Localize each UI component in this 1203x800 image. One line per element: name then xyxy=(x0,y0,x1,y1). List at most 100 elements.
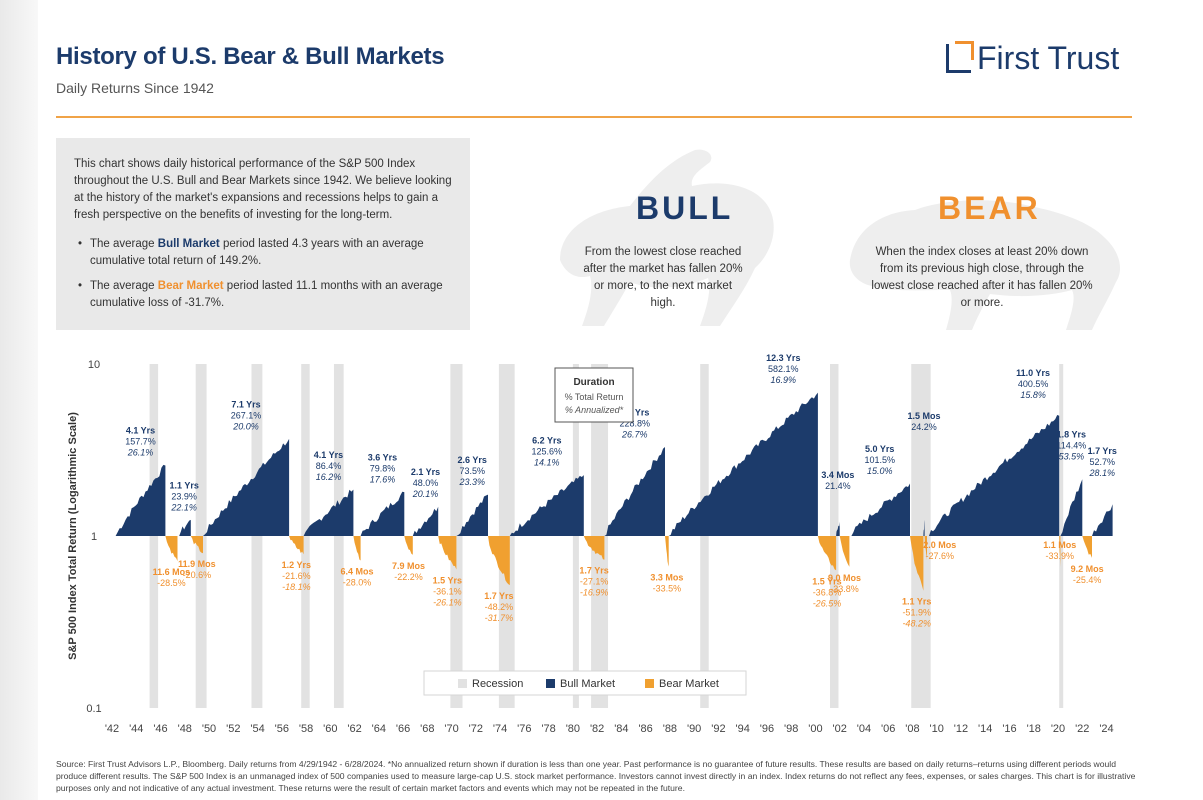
x-tick-label: '18 xyxy=(1027,723,1041,735)
bull-duration-label: 2.6 Yrs xyxy=(458,455,487,465)
bull-duration-label: 5.0 Yrs xyxy=(620,408,649,418)
bull-return-label: 228.8% xyxy=(619,419,650,429)
bull-duration-label: 1.1 Yrs xyxy=(169,480,198,490)
bull-return-label: 21.4% xyxy=(825,481,851,491)
bear-market-area xyxy=(924,536,927,561)
bear-duration-label: 2.0 Mos xyxy=(923,540,956,550)
bear-definition: When the index closes at least 20% down … xyxy=(871,246,1093,309)
x-tick-label: '54 xyxy=(250,723,264,735)
x-tick-label: '12 xyxy=(954,723,968,735)
x-tick-label: '24 xyxy=(1099,723,1113,735)
bear-duration-label: 11.6 Mos xyxy=(153,567,191,577)
bear-market-area xyxy=(817,536,837,571)
bear-silhouette-icon xyxy=(849,200,1121,330)
bear-return-label: -28.0% xyxy=(343,578,372,588)
bull-market-area xyxy=(303,489,354,536)
bull-heading: BULL xyxy=(636,190,734,226)
x-tick-label: '90 xyxy=(687,723,701,735)
x-tick-label: '16 xyxy=(1002,723,1016,735)
bear-market-area xyxy=(190,536,203,554)
legend-bear-label: Bear Market xyxy=(659,678,719,690)
bear-duration-label: 6.4 Mos xyxy=(340,567,373,577)
bear-duration-label: 1.5 Yrs xyxy=(812,576,841,586)
bear-market-area xyxy=(1059,536,1061,567)
x-tick-label: '76 xyxy=(517,723,531,735)
bear-market-area xyxy=(910,536,924,591)
bull-duration-label: 12.3 Yrs xyxy=(766,353,800,363)
bull-return-label: 125.6% xyxy=(532,447,563,457)
bull-market-area xyxy=(836,521,840,536)
bear-highlight: Bear Market xyxy=(157,280,224,292)
bull-return-label: 400.5% xyxy=(1018,379,1049,389)
bear-market-area xyxy=(353,536,361,561)
x-tick-label: '86 xyxy=(638,723,652,735)
bull-bear-chart: S&P 500 Index Total Return (Logarithmic … xyxy=(67,353,1117,735)
bull-market-area xyxy=(1060,479,1083,536)
bear-return-label: -28.5% xyxy=(157,578,186,588)
bull-market-area xyxy=(1092,504,1113,536)
bear-duration-label: 3.3 Mos xyxy=(650,572,683,582)
bull-return-label: 73.5% xyxy=(459,466,485,476)
x-tick-label: '66 xyxy=(396,723,410,735)
x-tick-label: '78 xyxy=(541,723,555,735)
bull-pre: The average xyxy=(90,238,158,250)
x-tick-label: '44 xyxy=(129,723,143,735)
logo-mark-icon xyxy=(946,41,974,73)
bull-return-label: 52.7% xyxy=(1089,457,1115,467)
bull-annualized-label: 15.0% xyxy=(867,466,893,476)
x-tick-label: '06 xyxy=(881,723,895,735)
x-tick-label: '70 xyxy=(444,723,458,735)
x-tick-label: '08 xyxy=(905,723,919,735)
bear-return-label: -33.5% xyxy=(653,583,682,593)
x-tick-label: '02 xyxy=(833,723,847,735)
x-tick-label: '68 xyxy=(420,723,434,735)
x-tick-label: '56 xyxy=(275,723,289,735)
bear-duration-label: 9.2 Mos xyxy=(1071,564,1104,574)
bear-duration-label: 1.7 Yrs xyxy=(484,591,513,601)
bear-market-area xyxy=(583,536,605,560)
legend-bear-swatch xyxy=(645,679,654,688)
bull-market-area xyxy=(849,483,910,536)
bear-return-label: -33.9% xyxy=(1046,551,1075,561)
bull-duration-label: 3.4 Mos xyxy=(821,470,854,480)
y-tick-label: 0.1 xyxy=(86,703,101,715)
bull-market-area xyxy=(923,519,925,536)
x-tick-label: '10 xyxy=(930,723,944,735)
left-shadow xyxy=(0,0,38,800)
x-tick-label: '88 xyxy=(663,723,677,735)
bull-return-label: 267.1% xyxy=(231,410,262,420)
bear-market-area xyxy=(665,536,669,567)
duration-legend-annualized: % Annualized* xyxy=(565,405,624,415)
duration-legend-box xyxy=(554,367,634,423)
x-tick-label: '22 xyxy=(1075,723,1089,735)
bull-market-area xyxy=(203,438,290,536)
bull-annualized-label: 28.1% xyxy=(1088,468,1115,478)
bull-market-area xyxy=(360,491,405,536)
bear-market-area xyxy=(839,536,850,567)
intro-paragraph: This chart shows daily historical perfor… xyxy=(74,158,452,221)
bear-market-area xyxy=(404,536,413,555)
bear-market-area xyxy=(165,536,178,562)
bear-post: period lasted 11.1 months with an averag… xyxy=(90,280,443,309)
x-tick-label: '94 xyxy=(735,723,749,735)
bear-annualized-label: -26.5% xyxy=(813,598,842,608)
bull-market-area xyxy=(604,447,665,536)
x-tick-label: '96 xyxy=(760,723,774,735)
bear-market-area xyxy=(488,536,510,586)
bull-annualized-label: 16.9% xyxy=(771,375,797,385)
legend-bull-swatch xyxy=(546,679,555,688)
x-tick-label: '80 xyxy=(566,723,580,735)
legend-recession-swatch xyxy=(458,679,467,688)
x-tick-label: '42 xyxy=(105,723,119,735)
bear-pre: The average xyxy=(90,280,158,292)
bear-return-label: -27.1% xyxy=(580,577,609,587)
bull-return-label: 48.0% xyxy=(413,478,439,488)
bull-market-area xyxy=(412,506,439,536)
logo-text: First Trust xyxy=(977,40,1120,76)
bear-market-area xyxy=(438,536,457,570)
bull-bullet: The average Bull Market period lasted 4.… xyxy=(78,236,452,270)
bear-return-label: -51.9% xyxy=(902,608,931,618)
bull-market-area xyxy=(177,519,191,536)
first-trust-logo: First Trust xyxy=(946,40,1119,77)
